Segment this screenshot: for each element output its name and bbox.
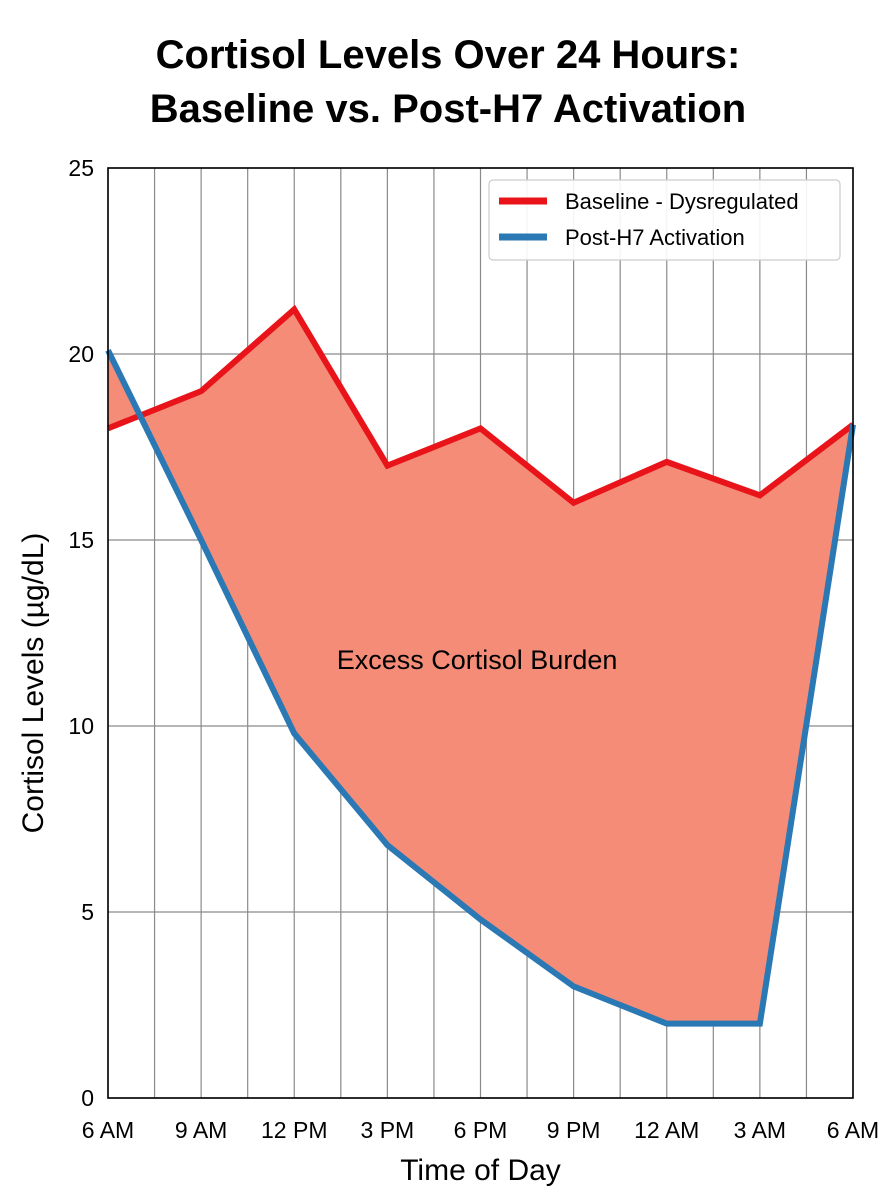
y-tick-label: 5 [81, 899, 94, 925]
plot-frame [107, 167, 854, 1099]
x-tick-label: 9 PM [547, 1117, 601, 1143]
baseline-series-line [106, 304, 855, 507]
y-tick-label: 25 [68, 155, 94, 181]
x-tick-label: 6 AM [827, 1117, 879, 1143]
chart-title: Cortisol Levels Over 24 Hours: Baseline … [0, 28, 896, 136]
y-tick-label: 20 [68, 341, 94, 367]
y-tick-label: 10 [68, 713, 94, 739]
x-tick-label: 12 PM [261, 1117, 327, 1143]
chart-title-line-2: Baseline vs. Post-H7 Activation [149, 87, 747, 131]
x-tick-label: 3 AM [734, 1117, 786, 1143]
y-axis-label: Cortisol Levels (µg/dL) [17, 533, 50, 834]
x-tick-label: 6 PM [454, 1117, 508, 1143]
x-tick-label: 6 AM [82, 1117, 134, 1143]
x-tick-label: 9 AM [175, 1117, 227, 1143]
x-tick-label: 12 AM [634, 1117, 699, 1143]
x-axis-label: Time of Day [400, 1154, 561, 1187]
x-tick-labels: 6 AM 9 AM 12 PM 3 PM 6 PM 9 PM 12 AM 3 AM 6 AM [82, 1117, 879, 1143]
annotation-excess-burden: Excess Cortisol Burden [337, 645, 618, 675]
excess-cortisol-area [108, 309, 853, 1024]
legend-box [488, 179, 841, 261]
x-tick-label: 3 PM [361, 1117, 415, 1143]
post-h7-series-line [105, 348, 856, 1027]
y-tick-label: 15 [68, 527, 94, 553]
y-tick-label: 0 [81, 1085, 94, 1111]
legend-label-baseline: Baseline - Dysregulated [565, 189, 799, 214]
legend-label-post-h7: Post-H7 Activation [565, 225, 745, 250]
y-tick-labels: 0 5 10 15 20 25 [68, 155, 94, 1111]
legend: Baseline - Dysregulated Post-H7 Activati… [488, 179, 841, 261]
chart-title-line-1: Cortisol Levels Over 24 Hours: [155, 33, 741, 77]
